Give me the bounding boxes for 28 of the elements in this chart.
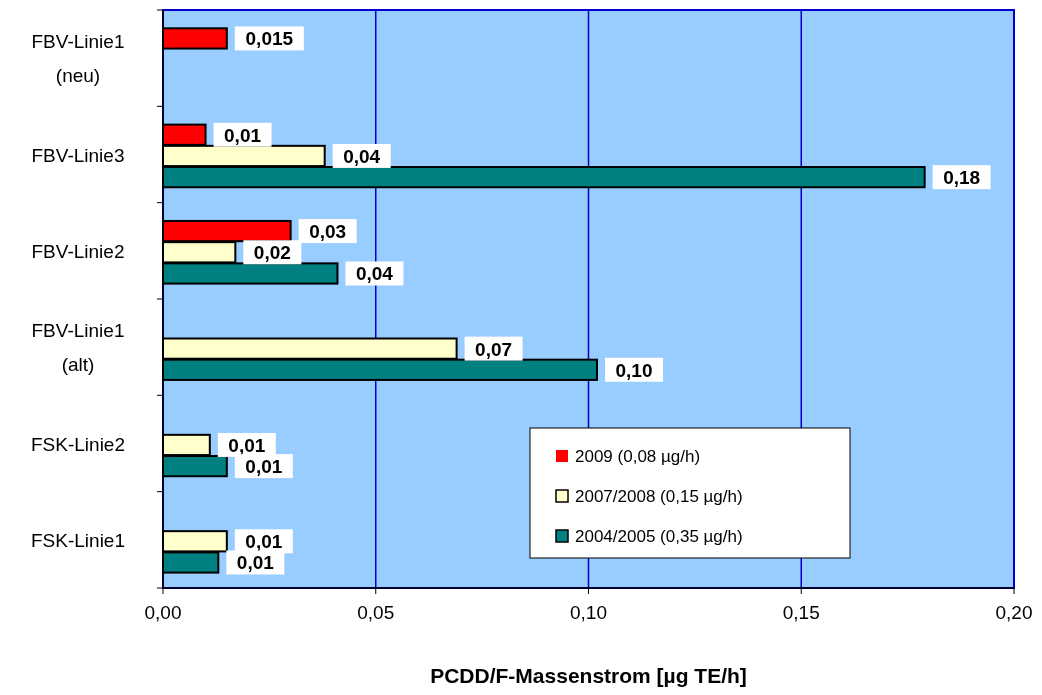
data-label: 0,01 — [236, 552, 275, 574]
data-label: 0,01 — [245, 456, 283, 478]
data-label: 0,01 — [245, 531, 283, 553]
legend-label: 2009 (0,08 µg/h) — [575, 447, 701, 466]
y-tick-label: FBV-Linie1 (neu) — [31, 31, 125, 87]
x-tick-label: 0,05 — [357, 602, 395, 623]
y-tick-label: FBV-Linie1 (alt) — [31, 320, 125, 376]
x-tick-label: 0,20 — [995, 602, 1033, 623]
data-label: 0,07 — [475, 338, 513, 360]
y-tick-label: FBV-Linie2 — [31, 240, 125, 262]
legend-label: 2007/2008 (0,15 µg/h) — [575, 487, 743, 506]
data-label: 0,04 — [343, 145, 381, 167]
x-tick-label: 0,15 — [782, 602, 820, 623]
data-label: 0,03 — [309, 221, 347, 243]
y-tick-label: FSK-Linie2 — [31, 433, 125, 455]
x-axis-title: PCDD/F-Massenstrom [µg TE/h] — [430, 664, 747, 687]
x-tick-label: 0,10 — [570, 602, 607, 623]
data-label: 0,04 — [355, 263, 394, 285]
y-tick-label: FSK-Linie1 — [31, 529, 125, 551]
data-label: 0,02 — [253, 242, 291, 264]
y-tick-label: FBV-Linie3 — [31, 144, 125, 166]
data-label: 0,01 — [224, 124, 262, 146]
data-label: 0,01 — [228, 434, 266, 456]
legend-label: 2004/2005 (0,35 µg/h) — [575, 527, 743, 546]
data-label: 0,18 — [943, 167, 981, 189]
x-tick-label: 0,00 — [144, 602, 182, 623]
data-label: 0,015 — [245, 28, 294, 50]
data-label: 0,10 — [615, 359, 653, 381]
